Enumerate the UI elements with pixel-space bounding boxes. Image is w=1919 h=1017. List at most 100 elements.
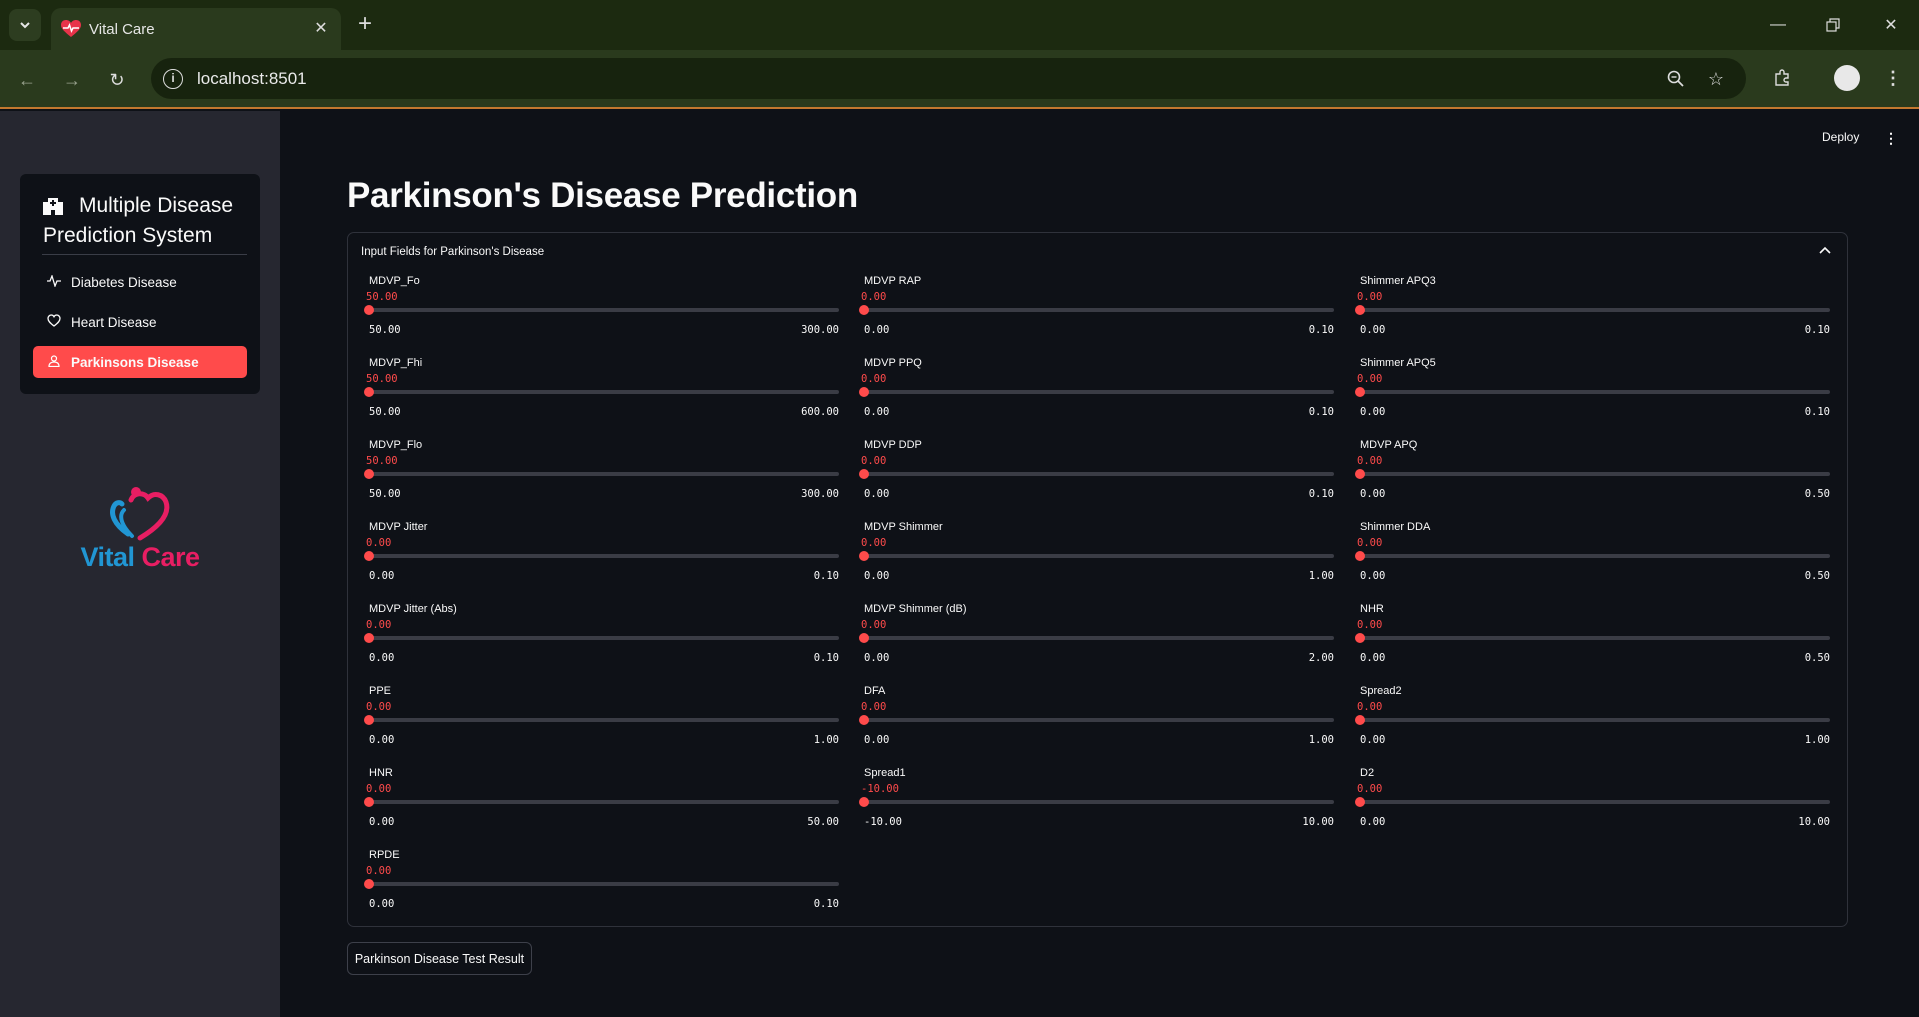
slider-track[interactable] — [1360, 718, 1830, 722]
chevron-up-icon[interactable] — [1819, 243, 1831, 257]
slider-mdvp-ddp[interactable]: MDVP DDP 0.00 0.00 0.10 — [851, 439, 1334, 509]
slider-thumb[interactable] — [859, 469, 869, 479]
browser-menu-icon[interactable]: ⋮ — [1884, 67, 1902, 88]
menu-item-diabetes[interactable]: Diabetes Disease — [33, 266, 247, 298]
slider-thumb[interactable] — [364, 879, 374, 889]
slider-thumb[interactable] — [1355, 633, 1365, 643]
slider-spread1[interactable]: Spread1 -10.00 -10.00 10.00 — [851, 767, 1334, 837]
parkinson-test-result-button[interactable]: Parkinson Disease Test Result — [347, 942, 532, 975]
slider-track[interactable] — [369, 636, 839, 640]
slider-track[interactable] — [369, 554, 839, 558]
slider-track[interactable] — [864, 718, 1334, 722]
vital-care-logo: Vital Care — [70, 476, 210, 576]
slider-track[interactable] — [864, 636, 1334, 640]
slider-thumb[interactable] — [859, 305, 869, 315]
slider-track[interactable] — [864, 800, 1334, 804]
slider-mdvp-rap[interactable]: MDVP RAP 0.00 0.00 0.10 — [851, 275, 1334, 345]
slider-mdvp-apq[interactable]: MDVP APQ 0.00 0.00 0.50 — [1347, 439, 1830, 509]
slider-ppe[interactable]: PPE 0.00 0.00 1.00 — [356, 685, 839, 755]
menu-item-parkinsons[interactable]: Parkinsons Disease — [33, 346, 247, 378]
slider-thumb[interactable] — [364, 387, 374, 397]
slider-spread2[interactable]: Spread2 0.00 0.00 1.00 — [1347, 685, 1830, 755]
window-close-icon[interactable]: ✕ — [1884, 17, 1898, 34]
slider-shimmer-apq5[interactable]: Shimmer APQ5 0.00 0.00 0.10 — [1347, 357, 1830, 427]
back-arrow-icon[interactable]: ← — [18, 69, 36, 90]
slider-thumb[interactable] — [1355, 797, 1365, 807]
minimize-icon[interactable]: — — [1770, 16, 1786, 33]
slider-value: 0.00 — [861, 373, 887, 385]
slider-mdvp-fhi[interactable]: MDVP_Fhi 50.00 50.00 600.00 — [356, 357, 839, 427]
slider-track[interactable] — [864, 390, 1334, 394]
slider-thumb[interactable] — [1355, 715, 1365, 725]
slider-track[interactable] — [1360, 554, 1830, 558]
slider-mdvp-flo[interactable]: MDVP_Flo 50.00 50.00 300.00 — [356, 439, 839, 509]
slider-mdvp-shimmer-db[interactable]: MDVP Shimmer (dB) 0.00 0.00 2.00 — [851, 603, 1334, 673]
slider-dfa[interactable]: DFA 0.00 0.00 1.00 — [851, 685, 1334, 755]
slider-track[interactable] — [1360, 636, 1830, 640]
url-text[interactable]: localhost:8501 — [197, 69, 307, 88]
bookmark-star-icon[interactable]: ☆ — [1707, 68, 1725, 89]
address-bar[interactable]: i localhost:8501 ☆ — [151, 58, 1746, 99]
new-tab-button[interactable]: + — [357, 10, 372, 37]
slider-value: 0.00 — [861, 291, 887, 303]
reload-icon[interactable]: ↻ — [109, 69, 125, 90]
extensions-icon[interactable] — [1767, 63, 1797, 93]
slider-thumb[interactable] — [1355, 305, 1365, 315]
slider-track[interactable] — [1360, 390, 1830, 394]
slider-track[interactable] — [864, 472, 1334, 476]
browser-tab[interactable]: Vital Care ✕ — [51, 8, 341, 50]
menu-title: Multiple Disease Prediction System — [43, 194, 234, 247]
slider-max: 0.50 — [1804, 652, 1830, 664]
slider-thumb[interactable] — [859, 797, 869, 807]
slider-shimmer-dda[interactable]: Shimmer DDA 0.00 0.00 0.50 — [1347, 521, 1830, 591]
slider-track[interactable] — [369, 718, 839, 722]
expander-header[interactable]: Input Fields for Parkinson's Disease — [361, 246, 545, 258]
site-info-icon[interactable]: i — [163, 69, 183, 89]
slider-track[interactable] — [369, 882, 839, 886]
slider-label: MDVP DDP — [864, 439, 922, 451]
profile-avatar[interactable] — [1834, 65, 1860, 91]
deploy-button[interactable]: Deploy — [1822, 130, 1860, 144]
forward-arrow-icon[interactable]: → — [63, 69, 81, 90]
slider-thumb[interactable] — [859, 387, 869, 397]
slider-track[interactable] — [864, 554, 1334, 558]
slider-thumb[interactable] — [364, 469, 374, 479]
slider-mdvp-jitter-abs[interactable]: MDVP Jitter (Abs) 0.00 0.00 0.10 — [356, 603, 839, 673]
slider-track[interactable] — [1360, 308, 1830, 312]
slider-mdvp-ppq[interactable]: MDVP PPQ 0.00 0.00 0.10 — [851, 357, 1334, 427]
slider-thumb[interactable] — [364, 797, 374, 807]
slider-value: 50.00 — [366, 291, 398, 303]
slider-thumb[interactable] — [364, 551, 374, 561]
slider-thumb[interactable] — [859, 551, 869, 561]
slider-mdvp-jitter[interactable]: MDVP Jitter 0.00 0.00 0.10 — [356, 521, 839, 591]
slider-track[interactable] — [369, 800, 839, 804]
tab-list-button[interactable] — [9, 9, 41, 41]
slider-thumb[interactable] — [1355, 551, 1365, 561]
slider-hnr[interactable]: HNR 0.00 0.00 50.00 — [356, 767, 839, 837]
slider-thumb[interactable] — [364, 305, 374, 315]
slider-rpde[interactable]: RPDE 0.00 0.00 0.10 — [356, 849, 839, 919]
app-menu-icon[interactable]: ⋮ — [1884, 130, 1898, 146]
slider-thumb[interactable] — [364, 633, 374, 643]
slider-shimmer-apq3[interactable]: Shimmer APQ3 0.00 0.00 0.10 — [1347, 275, 1830, 345]
zoom-icon[interactable] — [1664, 67, 1688, 91]
close-icon[interactable]: ✕ — [314, 20, 328, 37]
slider-thumb[interactable] — [859, 633, 869, 643]
slider-track[interactable] — [369, 472, 839, 476]
slider-mdvp-shimmer[interactable]: MDVP Shimmer 0.00 0.00 1.00 — [851, 521, 1334, 591]
slider-thumb[interactable] — [1355, 469, 1365, 479]
slider-thumb[interactable] — [364, 715, 374, 725]
slider-track[interactable] — [369, 308, 839, 312]
slider-thumb[interactable] — [1355, 387, 1365, 397]
slider-nhr[interactable]: NHR 0.00 0.00 0.50 — [1347, 603, 1830, 673]
slider-track[interactable] — [1360, 800, 1830, 804]
slider-mdvp-fo[interactable]: MDVP_Fo 50.00 50.00 300.00 — [356, 275, 839, 345]
slider-d2[interactable]: D2 0.00 0.00 10.00 — [1347, 767, 1830, 837]
slider-track[interactable] — [369, 390, 839, 394]
slider-thumb[interactable] — [859, 715, 869, 725]
slider-track[interactable] — [1360, 472, 1830, 476]
restore-icon[interactable] — [1818, 12, 1848, 38]
menu-item-heart[interactable]: Heart Disease — [33, 306, 247, 338]
slider-value: 0.00 — [1357, 455, 1383, 467]
slider-track[interactable] — [864, 308, 1334, 312]
